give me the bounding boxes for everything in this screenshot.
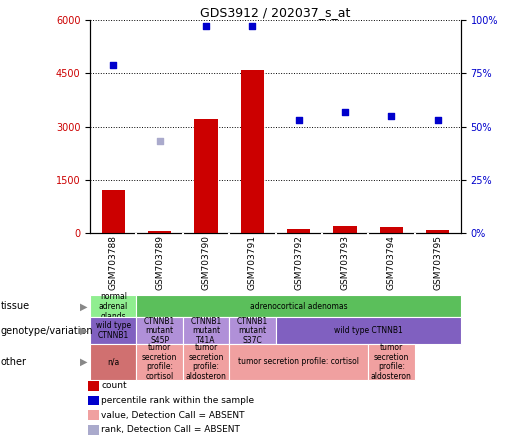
Text: count: count xyxy=(101,381,127,390)
Text: wild type CTNNB1: wild type CTNNB1 xyxy=(334,326,403,335)
Text: GSM703792: GSM703792 xyxy=(294,235,303,290)
Text: tumor
secretion
profile:
aldosteron: tumor secretion profile: aldosteron xyxy=(185,343,227,381)
Text: CTNNB1
mutant
S37C: CTNNB1 mutant S37C xyxy=(237,317,268,345)
Bar xyxy=(148,231,171,233)
Text: GSM703790: GSM703790 xyxy=(201,235,211,290)
Text: CTNNB1
mutant
T41A: CTNNB1 mutant T41A xyxy=(191,317,221,345)
Text: tumor
secretion
profile:
cortisol: tumor secretion profile: cortisol xyxy=(142,343,177,381)
Bar xyxy=(380,227,403,233)
Title: GDS3912 / 202037_s_at: GDS3912 / 202037_s_at xyxy=(200,6,351,19)
Text: normal
adrenal
glands: normal adrenal glands xyxy=(99,292,128,321)
Bar xyxy=(90,295,136,317)
Bar xyxy=(136,344,183,380)
Bar xyxy=(229,344,368,380)
Bar xyxy=(229,317,276,344)
Text: GSM703794: GSM703794 xyxy=(387,235,396,290)
Text: n/a: n/a xyxy=(107,357,119,366)
Bar xyxy=(183,317,229,344)
Text: ▶: ▶ xyxy=(80,357,88,367)
Text: value, Detection Call = ABSENT: value, Detection Call = ABSENT xyxy=(101,411,245,420)
Point xyxy=(341,108,349,115)
Text: percentile rank within the sample: percentile rank within the sample xyxy=(101,396,254,405)
Text: ▶: ▶ xyxy=(80,301,88,311)
Text: GSM703793: GSM703793 xyxy=(340,235,350,290)
Text: tumor secretion profile: cortisol: tumor secretion profile: cortisol xyxy=(238,357,359,366)
Bar xyxy=(136,317,183,344)
Point xyxy=(295,117,303,124)
Bar xyxy=(183,344,229,380)
Bar xyxy=(90,317,136,344)
Text: GSM703788: GSM703788 xyxy=(109,235,118,290)
Text: rank, Detection Call = ABSENT: rank, Detection Call = ABSENT xyxy=(101,425,241,434)
Point xyxy=(109,61,117,68)
Text: wild type
CTNNB1: wild type CTNNB1 xyxy=(96,321,131,340)
Bar xyxy=(287,229,310,233)
Point xyxy=(434,117,442,124)
Bar xyxy=(276,317,461,344)
Text: adrenocortical adenomas: adrenocortical adenomas xyxy=(250,302,348,311)
Text: CTNNB1
mutant
S45P: CTNNB1 mutant S45P xyxy=(144,317,175,345)
Point xyxy=(202,23,210,30)
Point xyxy=(156,138,164,145)
Bar xyxy=(426,230,449,233)
Text: GSM703795: GSM703795 xyxy=(433,235,442,290)
Point xyxy=(248,23,256,30)
Text: GSM703791: GSM703791 xyxy=(248,235,257,290)
Text: ▶: ▶ xyxy=(80,326,88,336)
Text: tumor
secretion
profile:
aldosteron: tumor secretion profile: aldosteron xyxy=(371,343,412,381)
Text: tissue: tissue xyxy=(1,301,30,311)
Bar xyxy=(136,295,461,317)
Bar xyxy=(90,344,136,380)
Text: genotype/variation: genotype/variation xyxy=(1,326,93,336)
Bar xyxy=(241,70,264,233)
Bar xyxy=(334,226,356,233)
Point xyxy=(387,112,396,119)
Bar xyxy=(101,190,125,233)
Bar xyxy=(368,344,415,380)
Text: other: other xyxy=(1,357,26,367)
Text: GSM703789: GSM703789 xyxy=(155,235,164,290)
Bar xyxy=(194,119,217,233)
